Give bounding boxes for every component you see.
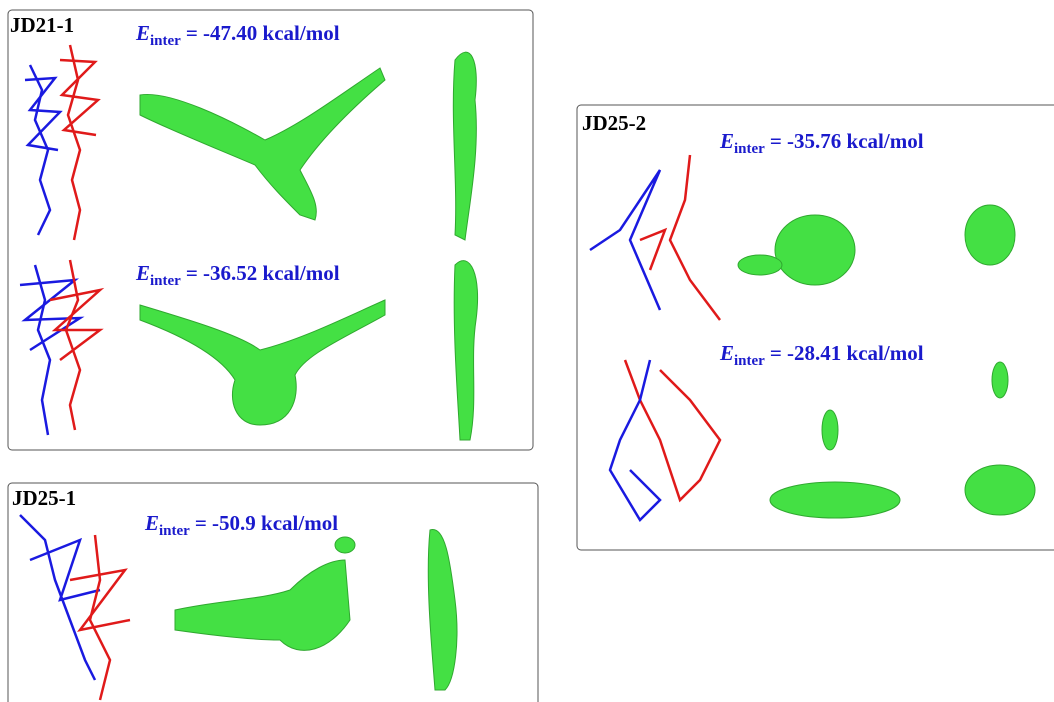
energy-value: = -35.76 kcal/mol xyxy=(770,129,924,153)
energy-symbol: E xyxy=(144,511,159,535)
energy-symbol: E xyxy=(135,261,150,285)
panel: JD25-1 Einter = -50.9 kcal/mol xyxy=(8,483,538,702)
energy-symbol: E xyxy=(719,341,734,365)
panel: JD25-2 Einter = -35.76 kcal/mol Einter = -… xyxy=(577,105,1054,550)
energy-value: = -47.40 kcal/mol xyxy=(186,21,340,45)
energy-subscript: inter xyxy=(150,33,181,49)
panel-label: JD25-1 xyxy=(12,486,76,510)
energy-value: = -36.52 kcal/mol xyxy=(186,261,340,285)
energy-symbol: E xyxy=(135,21,150,45)
figure: JD21-1 Einter = -47.40 kcal/mol Einter = -… xyxy=(0,0,1054,702)
energy-value: = -50.9 kcal/mol xyxy=(195,511,338,535)
panel: JD21-1 Einter = -47.40 kcal/mol Einter = -… xyxy=(8,10,533,450)
energy-subscript: inter xyxy=(159,523,190,539)
panel-label: JD21-1 xyxy=(10,13,74,37)
panel-label: JD25-2 xyxy=(582,111,646,135)
energy-subscript: inter xyxy=(150,273,181,289)
energy-subscript: inter xyxy=(734,141,765,157)
energy-symbol: E xyxy=(719,129,734,153)
energy-value: = -28.41 kcal/mol xyxy=(770,341,924,365)
energy-subscript: inter xyxy=(734,353,765,369)
